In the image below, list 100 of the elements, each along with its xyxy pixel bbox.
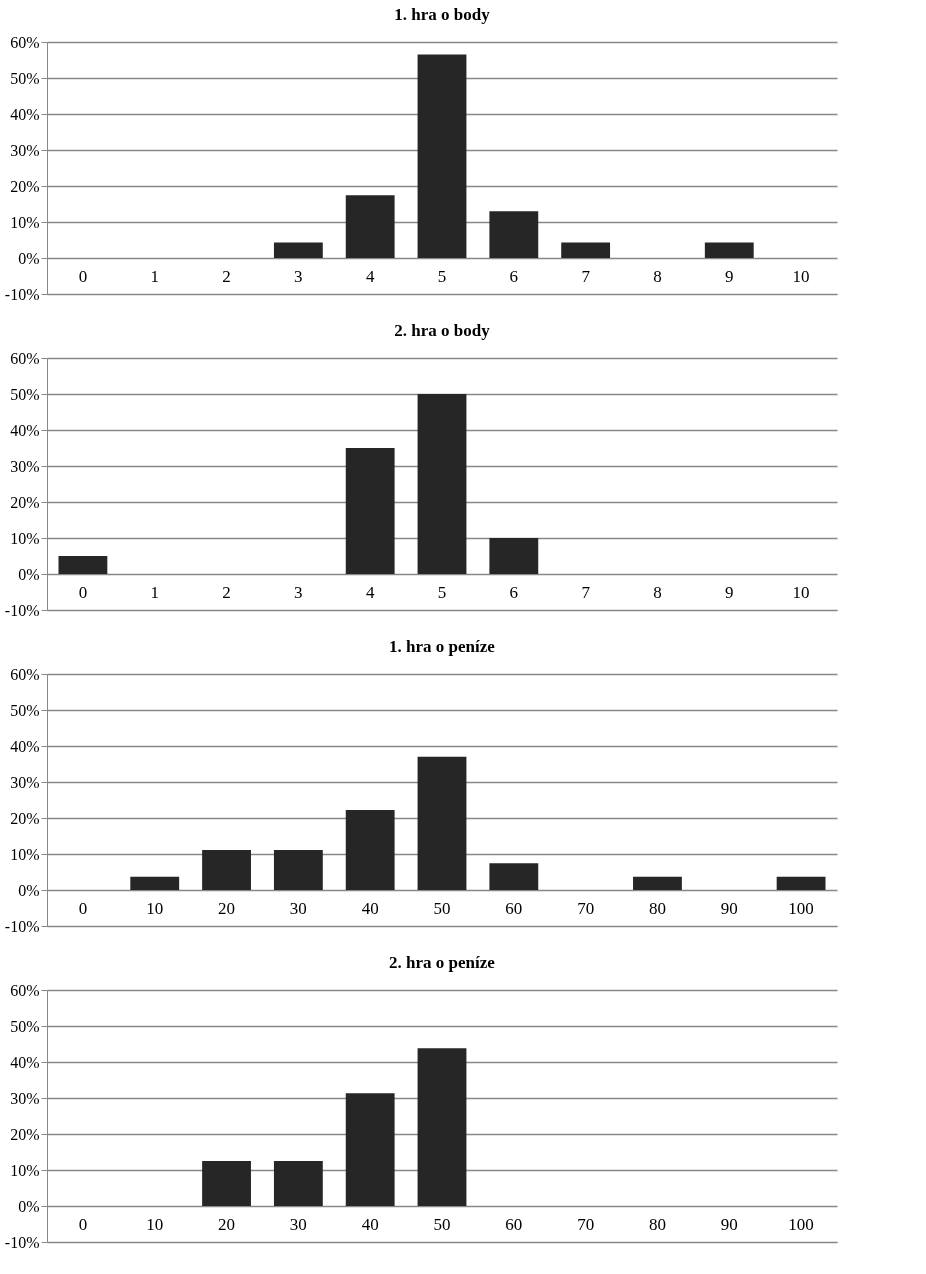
y-tick-label: 20% [10, 177, 40, 195]
x-tick-label: 70 [577, 1214, 595, 1234]
bar [489, 863, 539, 890]
y-tick-label: 0% [18, 881, 40, 899]
y-tick-label: 30% [10, 457, 40, 475]
chart-title: 2. hra o body [394, 321, 491, 340]
x-tick-label: 60 [505, 1214, 523, 1234]
y-tick-label: 10% [10, 845, 40, 863]
y-tick-label: 0% [18, 1197, 40, 1215]
y-tick-label: 20% [10, 809, 40, 827]
y-tick-label: -10% [4, 917, 40, 935]
bar [202, 1161, 251, 1206]
x-tick-label: 20 [218, 898, 236, 918]
y-tick-label: 10% [10, 529, 40, 547]
y-tick-label: 60% [10, 33, 40, 51]
x-tick-label: 4 [365, 266, 375, 286]
bar [704, 242, 754, 258]
y-tick-label: 40% [10, 1053, 40, 1071]
x-tick-label: 3 [294, 266, 303, 286]
x-tick-label: 70 [577, 898, 595, 918]
x-tick-label: 40 [361, 1214, 379, 1234]
y-tick-label: 10% [10, 213, 40, 231]
x-tick-label: 2 [222, 582, 231, 602]
x-tick-label: 6 [509, 266, 519, 286]
x-tick-label: 50 [433, 1214, 451, 1234]
y-tick-label: 50% [10, 69, 40, 87]
x-tick-label: 60 [505, 898, 523, 918]
y-tick-label: 30% [10, 773, 40, 791]
x-tick-label: 90 [720, 898, 738, 918]
chart-title: 1. hra o body [394, 5, 491, 24]
x-tick-label: 3 [294, 582, 303, 602]
bar [776, 876, 826, 890]
bar [345, 448, 395, 574]
y-tick-label: 0% [18, 565, 40, 583]
y-tick-label: -10% [4, 601, 40, 619]
x-tick-label: 1 [150, 266, 159, 286]
y-tick-label: 10% [10, 1161, 40, 1179]
x-tick-label: 20 [218, 1214, 236, 1234]
x-tick-label: 9 [725, 582, 734, 602]
x-tick-label: 10 [146, 1214, 164, 1234]
bar [417, 394, 467, 574]
bar [417, 1048, 467, 1206]
bar [489, 538, 539, 574]
x-tick-label: 8 [653, 582, 662, 602]
y-tick-label: -10% [4, 1233, 40, 1251]
chart-title: 1. hra o peníze [389, 637, 496, 656]
bar [345, 1093, 395, 1206]
x-tick-label: 100 [788, 1214, 814, 1234]
bar [417, 54, 467, 258]
y-tick-label: 40% [10, 737, 40, 755]
chart-title: 2. hra o peníze [389, 953, 496, 972]
y-tick-label: 60% [10, 981, 40, 999]
x-tick-label: 40 [361, 898, 379, 918]
x-tick-label: 0 [78, 582, 88, 602]
y-tick-label: 20% [10, 493, 40, 511]
y-tick-label: 50% [10, 1017, 40, 1035]
x-tick-label: 50 [433, 898, 451, 918]
x-tick-label: 7 [581, 582, 591, 602]
y-tick-label: 0% [18, 249, 40, 267]
x-tick-label: 100 [788, 898, 814, 918]
y-tick-label: 60% [10, 349, 40, 367]
x-tick-label: 80 [648, 898, 666, 918]
bar [130, 876, 180, 890]
y-tick-label: -10% [4, 285, 40, 303]
x-tick-label: 80 [648, 1214, 666, 1234]
x-tick-label: 8 [653, 266, 662, 286]
y-tick-label: 50% [10, 385, 40, 403]
x-tick-label: 30 [289, 1214, 307, 1234]
y-tick-label: 50% [10, 701, 40, 719]
x-tick-label: 10 [792, 582, 810, 602]
bar [633, 876, 682, 890]
x-tick-label: 90 [720, 1214, 738, 1234]
y-tick-label: 30% [10, 141, 40, 159]
y-tick-label: 40% [10, 421, 40, 439]
x-tick-label: 5 [437, 582, 447, 602]
x-tick-label: 10 [146, 898, 164, 918]
bar [273, 1161, 323, 1206]
x-tick-label: 5 [437, 266, 447, 286]
x-tick-label: 6 [509, 582, 519, 602]
x-tick-label: 2 [222, 266, 231, 286]
x-tick-label: 7 [581, 266, 591, 286]
bar [273, 850, 323, 890]
x-tick-label: 4 [365, 582, 375, 602]
y-tick-label: 20% [10, 1125, 40, 1143]
x-tick-label: 10 [792, 266, 810, 286]
x-tick-label: 9 [725, 266, 734, 286]
bar [561, 242, 611, 258]
bar [58, 556, 108, 574]
x-tick-label: 0 [78, 1214, 88, 1234]
x-tick-label: 0 [78, 266, 88, 286]
bar [202, 850, 251, 890]
bar [417, 756, 467, 890]
x-tick-label: 0 [78, 898, 88, 918]
x-tick-label: 1 [150, 582, 159, 602]
bar [345, 195, 395, 258]
y-tick-label: 30% [10, 1089, 40, 1107]
y-tick-label: 60% [10, 665, 40, 683]
bar [489, 211, 539, 258]
bar [345, 810, 395, 890]
y-tick-label: 40% [10, 105, 40, 123]
